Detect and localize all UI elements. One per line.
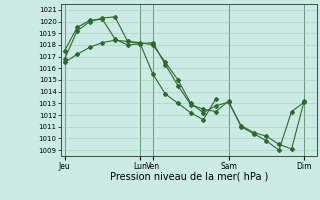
X-axis label: Pression niveau de la mer( hPa ): Pression niveau de la mer( hPa ): [110, 172, 268, 182]
